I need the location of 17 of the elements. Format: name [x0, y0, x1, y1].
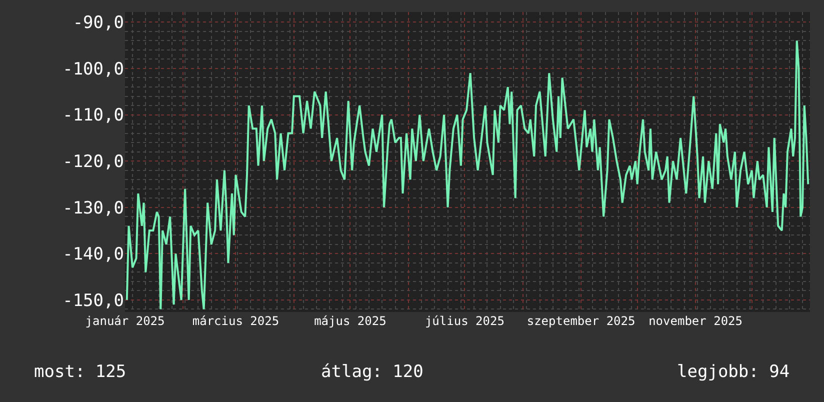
- y-tick-label: -110,0: [62, 106, 124, 126]
- text: átlag: 120: [321, 362, 424, 382]
- x-tick-label: július 2025: [424, 314, 504, 328]
- text: legjobb: 94: [677, 362, 790, 382]
- y-tick-label: -120,0: [62, 152, 124, 172]
- x-tick-label: november 2025: [648, 314, 742, 328]
- x-tick-label: szeptember 2025: [526, 314, 636, 328]
- line-series: [126, 40, 810, 310]
- y-tick-label: -90,0: [72, 13, 124, 34]
- y-tick-label: -150,0: [62, 290, 124, 311]
- x-tick-label: január 2025: [85, 314, 165, 328]
- x-tick-label: március 2025: [192, 314, 280, 328]
- x-tick-label: május 2025: [314, 314, 386, 328]
- y-tick-label: -130,0: [62, 198, 124, 218]
- text: most: 125: [34, 362, 126, 382]
- y-tick-label: -100,0: [62, 59, 124, 80]
- y-tick-label: -140,0: [62, 244, 124, 265]
